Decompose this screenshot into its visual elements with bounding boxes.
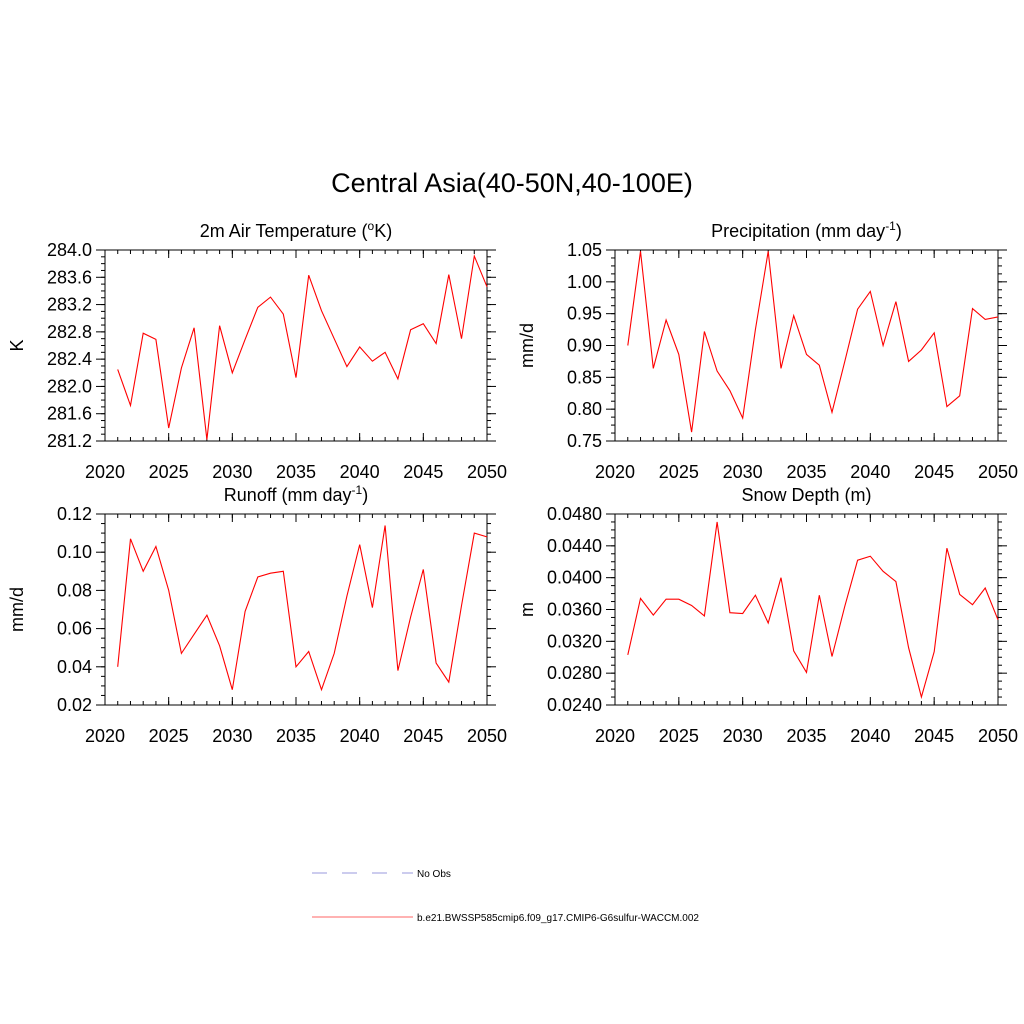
x-tick-label: 2040 — [850, 462, 890, 482]
panel-runoff: Runoff (mm day-1) mm/d 2020 2025 2030 2035 204… — [7, 483, 507, 746]
series-line — [117, 525, 488, 692]
y-axis-label: mm/d — [7, 587, 27, 632]
y-axis-label: K — [7, 339, 27, 351]
panel-snow-depth: Snow Depth (m) m 2020 2025 2030 2035 2040 2045 2… — [517, 485, 1018, 746]
y-tick-label: 1.00 — [567, 272, 602, 292]
x-tick-label: 2045 — [914, 462, 954, 482]
y-tick-label: 1.05 — [567, 240, 602, 260]
plot-frame — [614, 249, 999, 442]
x-tick-label: 2045 — [403, 462, 443, 482]
x-tick-label: 2025 — [659, 726, 699, 746]
panel-title: Snow Depth (m) — [741, 485, 871, 505]
x-tick-label: 2030 — [723, 726, 763, 746]
y-tick-label: 281.2 — [47, 431, 92, 451]
series-line — [627, 521, 999, 700]
y-tick-label: 0.85 — [567, 367, 602, 387]
x-tick-label: 2050 — [467, 726, 507, 746]
y-tick-label: 0.06 — [57, 619, 92, 639]
x-tick-label: 2025 — [149, 462, 189, 482]
y-tick-label: 0.08 — [57, 580, 92, 600]
page-title: Central Asia(40-50N,40-100E) — [331, 168, 693, 198]
panel-title: Precipitation (mm day-1) — [711, 219, 902, 241]
x-tick-label: 2035 — [786, 462, 826, 482]
y-tick-label: 283.6 — [47, 267, 92, 287]
y-tick-label: 0.04 — [57, 657, 92, 677]
x-tick-label: 2020 — [595, 726, 635, 746]
x-tick-label: 2020 — [85, 726, 125, 746]
y-tick-label: 282.0 — [47, 376, 92, 396]
y-tick-label: 0.0240 — [547, 695, 602, 715]
x-tick-label: 2035 — [786, 726, 826, 746]
y-axis-label: m — [517, 602, 537, 617]
y-tick-label: 282.8 — [47, 322, 92, 342]
x-tick-label: 2040 — [340, 726, 380, 746]
y-tick-label: 0.80 — [567, 399, 602, 419]
panel-temperature: 2m Air Temperature (oK) K 2020 2025 2030 2035… — [7, 219, 507, 482]
x-tick-label: 2025 — [149, 726, 189, 746]
x-tick-label: 2045 — [403, 726, 443, 746]
series-line — [117, 254, 488, 440]
y-tick-label: 0.02 — [57, 695, 92, 715]
y-tick-label: 0.90 — [567, 336, 602, 356]
y-tick-label: 284.0 — [47, 240, 92, 260]
x-tick-label: 2035 — [276, 726, 316, 746]
x-tick-label: 2040 — [340, 462, 380, 482]
plot-frame — [104, 513, 488, 706]
y-tick-label: 0.75 — [567, 431, 602, 451]
y-tick-label: 0.0280 — [547, 663, 602, 683]
panel-title: Runoff (mm day-1) — [224, 483, 368, 505]
y-tick-label: 0.0320 — [547, 631, 602, 651]
y-tick-label: 0.12 — [57, 504, 92, 524]
plot-frame — [104, 249, 488, 442]
y-tick-label: 0.0480 — [547, 504, 602, 524]
series-line — [627, 251, 999, 433]
x-tick-label: 2030 — [723, 462, 763, 482]
y-tick-label: 0.0440 — [547, 536, 602, 556]
x-tick-label: 2050 — [467, 462, 507, 482]
legend: No Obs b.e21.BWSSP585cmip6.f09_g17.CMIP6-… — [312, 869, 699, 924]
x-tick-label: 2050 — [978, 726, 1018, 746]
y-tick-label: 0.10 — [57, 542, 92, 562]
legend-label: b.e21.BWSSP585cmip6.f09_g17.CMIP6-G6sulf… — [417, 913, 699, 924]
y-tick-label: 0.95 — [567, 304, 602, 324]
x-tick-label: 2045 — [914, 726, 954, 746]
y-tick-label: 281.6 — [47, 404, 92, 424]
x-tick-label: 2025 — [659, 462, 699, 482]
x-tick-label: 2020 — [595, 462, 635, 482]
x-tick-label: 2035 — [276, 462, 316, 482]
y-tick-label: 0.0360 — [547, 600, 602, 620]
x-tick-label: 2050 — [978, 462, 1018, 482]
y-axis-label: mm/d — [517, 323, 537, 368]
legend-label: No Obs — [417, 869, 451, 880]
panel-title: 2m Air Temperature (oK) — [200, 219, 392, 241]
panel-precipitation: Precipitation (mm day-1) mm/d 2020 2025 2030… — [517, 219, 1018, 482]
x-tick-label: 2030 — [212, 726, 252, 746]
plot-frame — [614, 513, 999, 706]
y-tick-label: 0.0400 — [547, 568, 602, 588]
y-tick-label: 283.2 — [47, 295, 92, 315]
x-tick-label: 2030 — [212, 462, 252, 482]
x-tick-label: 2040 — [850, 726, 890, 746]
y-tick-label: 282.4 — [47, 349, 92, 369]
x-tick-label: 2020 — [85, 462, 125, 482]
